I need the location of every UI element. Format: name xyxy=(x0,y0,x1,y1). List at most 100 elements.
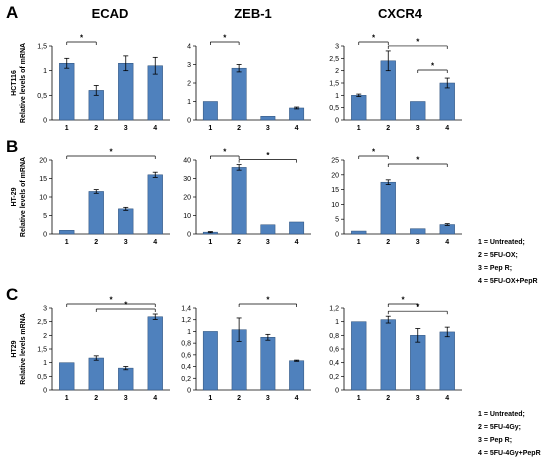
chart-a-ecad-bar xyxy=(59,63,75,121)
chart-c-cxcr4: 0 0,2 0,4 0,6 0,8 1 1,2 1 2 3 4 * * xyxy=(329,296,462,402)
chart-a-cxcr4-category-label: 3 xyxy=(416,125,420,132)
chart-a-ecad-y-tick-label: 1 xyxy=(43,68,47,75)
chart-c-cxcr4-y-tick-label: 0 xyxy=(335,388,339,395)
chart-a-zeb1-bar xyxy=(260,116,276,121)
chart-c-zeb1-y-tick-label: 0,4 xyxy=(181,364,191,371)
chart-b-cxcr4-category-label: 3 xyxy=(416,239,420,246)
chart-b-ecad-y-tick-label: 15 xyxy=(39,176,47,183)
chart-c-cxcr4-significance-star: * xyxy=(416,303,420,312)
chart-b-ecad-category-label: 4 xyxy=(153,239,157,246)
chart-a-ecad-y-tick-label: 0 xyxy=(43,118,47,125)
chart-a-cxcr4-category-label: 2 xyxy=(386,125,390,132)
chart-b-zeb1-y-tick-label: 30 xyxy=(183,176,191,183)
chart-b-cxcr4-category-label: 4 xyxy=(445,239,449,246)
chart-a-zeb1-y-tick-label: 1 xyxy=(187,99,191,106)
chart-c-ecad-significance-star: * xyxy=(109,296,113,305)
chart-a-ecad-cell-line-label: HCT116 xyxy=(11,70,18,96)
legend-b-item-4: 4 = 5FU-OX+PepR xyxy=(478,278,538,285)
chart-b-cxcr4-bar xyxy=(351,230,367,235)
column-title-cxcr4: CXCR4 xyxy=(378,6,423,21)
chart-a-zeb1-bar xyxy=(202,101,218,121)
chart-a-cxcr4-y-tick-label: 3 xyxy=(335,44,339,51)
chart-c-ecad-category-label: 2 xyxy=(94,395,98,402)
chart-a-ecad: 0 0,5 1 1,5 HCT116 Relative levels of mRNA 1 2 3… xyxy=(11,34,170,132)
panel-letter-a: A xyxy=(6,3,18,22)
chart-b-zeb1-y-tick-label: 40 xyxy=(183,158,191,165)
chart-c-ecad-category-label: 4 xyxy=(153,395,157,402)
chart-a-cxcr4-bar xyxy=(439,82,455,121)
chart-c-cxcr4-y-tick-label: 0,6 xyxy=(329,347,339,354)
chart-b-cxcr4-bar xyxy=(439,224,455,235)
chart-b-ecad-bar xyxy=(88,191,104,235)
chart-c-zeb1-bar xyxy=(260,337,276,391)
chart-b-ecad-y-tick-label: 0 xyxy=(43,232,47,239)
legend-b: 1 = Untreated; 2 = 5FU-OX; 3 = Pep R; 4 … xyxy=(478,239,538,285)
chart-a-cxcr4-category-label: 1 xyxy=(357,125,361,132)
chart-c-cxcr4-y-tick-label: 1 xyxy=(335,319,339,326)
chart-c-zeb1: 0 0,2 0,4 0,6 0,8 1 1,2 1,4 1 2 3 4 * xyxy=(181,296,311,402)
chart-a-zeb1-y-tick-label: 4 xyxy=(187,44,191,51)
chart-b-cxcr4: 0 5 10 15 20 25 1 2 3 4 * * xyxy=(331,148,462,246)
chart-a-cxcr4-y-tick-label: 0 xyxy=(335,118,339,125)
chart-a-zeb1-category-label: 2 xyxy=(237,125,241,132)
chart-a-cxcr4-y-tick-label: 0,5 xyxy=(329,105,339,112)
chart-b-zeb1-significance-star: * xyxy=(266,151,270,160)
legend-c-item-1: 1 = Untreated; xyxy=(478,411,525,418)
chart-c-ecad: 0 0,5 1 1,5 2 2,5 3 HT29 Relative levels mRNA 1 2 3… xyxy=(11,296,170,402)
chart-a-zeb1-category-label: 3 xyxy=(266,125,270,132)
chart-c-ecad-y-tick-label: 0 xyxy=(43,388,47,395)
chart-b-zeb1-significance-star: * xyxy=(223,148,227,157)
chart-b-zeb1-bar xyxy=(289,221,305,235)
chart-b-ecad-y-tick-label: 10 xyxy=(39,195,47,202)
chart-c-zeb1-y-tick-label: 0,6 xyxy=(181,352,191,359)
chart-b-cxcr4-bar xyxy=(410,228,426,235)
chart-b-ecad-y-label: Relative levels of mRNA xyxy=(20,157,27,237)
chart-b-cxcr4-bar xyxy=(380,181,396,235)
legend-c-item-4: 4 = 5FU-4Gy+PepR xyxy=(478,450,541,457)
chart-b-ecad-category-label: 3 xyxy=(124,239,128,246)
chart-a-ecad-category-label: 4 xyxy=(153,125,157,132)
chart-b-cxcr4-y-tick-label: 5 xyxy=(335,217,339,224)
chart-a-ecad-y-label: Relative levels of mRNA xyxy=(20,43,27,123)
chart-b-ecad-cell-line-label: HT-29 xyxy=(11,187,18,206)
chart-c-cxcr4-category-label: 2 xyxy=(386,395,390,402)
chart-a-ecad-significance-star: * xyxy=(80,34,84,43)
chart-b-zeb1-category-label: 3 xyxy=(266,239,270,246)
chart-c-ecad-bar xyxy=(118,367,134,391)
chart-c-ecad-y-tick-label: 3 xyxy=(43,306,47,313)
chart-b-zeb1-category-label: 1 xyxy=(208,239,212,246)
chart-b-ecad-category-label: 2 xyxy=(94,239,98,246)
chart-c-ecad-y-tick-label: 1 xyxy=(43,360,47,367)
chart-b-cxcr4-category-label: 2 xyxy=(386,239,390,246)
chart-c-zeb1-category-label: 3 xyxy=(266,395,270,402)
chart-a-ecad-category-label: 1 xyxy=(65,125,69,132)
column-title-zeb1: ZEB-1 xyxy=(234,6,272,21)
chart-c-zeb1-y-tick-label: 1 xyxy=(187,329,191,336)
chart-c-cxcr4-category-label: 4 xyxy=(445,395,449,402)
chart-b-ecad-category-label: 1 xyxy=(65,239,69,246)
chart-a-zeb1-category-label: 1 xyxy=(208,125,212,132)
chart-c-cxcr4-significance-star: * xyxy=(401,296,405,305)
chart-b-zeb1: 0 10 20 30 40 1 2 3 4 * * xyxy=(183,148,311,246)
chart-c-ecad-significance-star: * xyxy=(124,301,128,310)
chart-c-cxcr4-y-tick-label: 0,2 xyxy=(329,374,339,381)
chart-c-zeb1-y-tick-label: 0,2 xyxy=(181,376,191,383)
chart-c-ecad-y-tick-label: 2 xyxy=(43,333,47,340)
chart-b-zeb1-y-tick-label: 0 xyxy=(187,232,191,239)
legend-b-item-3: 3 = Pep R; xyxy=(478,265,512,272)
chart-a-zeb1-y-tick-label: 3 xyxy=(187,62,191,69)
chart-b-zeb1-y-tick-label: 20 xyxy=(183,195,191,202)
chart-c-cxcr4-category-label: 3 xyxy=(416,395,420,402)
chart-b-ecad-significance-star: * xyxy=(109,148,113,157)
chart-c-zeb1-bar xyxy=(202,331,218,391)
chart-a-zeb1-category-label: 4 xyxy=(295,125,299,132)
chart-a-cxcr4-category-label: 4 xyxy=(445,125,449,132)
chart-c-zeb1-category-label: 4 xyxy=(295,395,299,402)
chart-c-cxcr4-bar xyxy=(380,319,396,391)
chart-a-ecad-bar xyxy=(118,63,134,121)
chart-c-cxcr4-y-tick-label: 0,8 xyxy=(329,333,339,340)
chart-b-ecad-bar xyxy=(147,174,163,235)
chart-b-cxcr4-y-tick-label: 25 xyxy=(331,158,339,165)
chart-a-cxcr4-bar xyxy=(351,95,367,121)
